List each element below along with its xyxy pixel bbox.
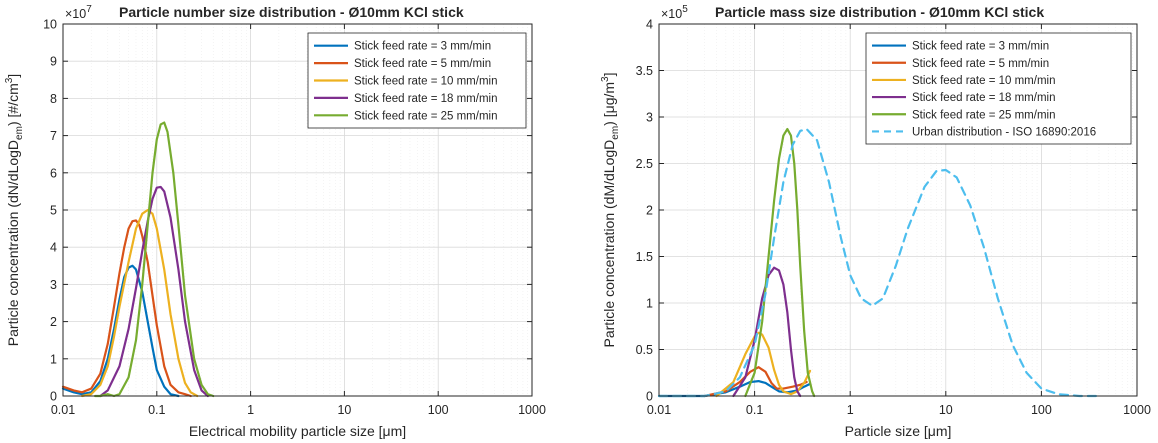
legend-box [865,32,1132,145]
legend-entry: Stick feed rate = 25 mm/min [912,109,1056,121]
y-tick-label: 4 [646,18,653,32]
y-tick-label: 3 [50,278,57,292]
x-tick-label: 1000 [1123,403,1151,417]
y-tick-label: 0 [50,390,57,404]
y-axis-label-main: Particle concentration (dM/dLogD [601,140,617,348]
y-axis-label-main: Particle concentration (dN/dLogD [5,140,21,346]
y-tick-label: 1.5 [636,250,653,264]
series-group [657,127,1101,398]
y-tick-label: 8 [50,92,57,106]
y-tick-label: 2 [50,315,57,329]
legend: Stick feed rate = 3 mm/min Stick feed rat… [307,32,527,129]
x-tick-label: 1 [247,403,254,417]
legend-entry: Stick feed rate = 5 mm/min [912,58,1049,70]
series-line-2 [703,366,808,398]
y-axis-label-superscript: 3 [4,77,15,83]
chart-title: Particle mass size distribution - Ø10mm … [715,4,1044,20]
series-line-3 [81,208,199,398]
legend-entry: Stick feed rate = 10 mm/min [912,75,1056,87]
legend-entry: Stick feed rate = 18 mm/min [912,92,1056,104]
y-exponent-base: ×10 [65,7,86,21]
y-tick-label: 1 [50,352,57,366]
x-tick-label: 0.01 [51,403,75,417]
x-axis-label: Electrical mobility particle size [μm] [189,423,406,439]
x-tick-label: 100 [428,403,449,417]
y-tick-label: 3.5 [636,64,653,78]
y-axis-label: Particle concentration (dM/dLogDem) [μg/… [600,73,621,348]
y-tick-label: 1 [646,297,653,311]
y-axis-label-end: ] [5,74,21,78]
y-tick-label: 0 [646,390,653,404]
y-axis-label-unit: ) [μg/m [601,82,617,126]
y-axis-label: Particle concentration (dN/dLogDem) [#/c… [4,74,25,346]
y-axis-label-subscript: em [610,126,621,140]
series-line-5 [94,121,215,398]
y-tick-label: 7 [50,129,57,143]
y-exponent-power: 7 [86,4,92,15]
legend-entry: Urban distribution - ISO 16890:2016 [912,126,1096,138]
x-tick-label: 0.1 [746,403,763,417]
y-axis-label-end: ] [601,73,617,77]
x-tick-label: 0.01 [647,403,671,417]
y-tick-label: 9 [50,55,57,69]
series-line-3 [715,331,812,398]
x-axis-label: Particle size [μm] [845,423,952,439]
series-group [61,121,215,398]
x-tick-label: 10 [939,403,953,417]
y-axis-label-superscript: 3 [600,76,611,82]
x-tick-label: 0.1 [148,403,165,417]
y-tick-label: 5 [50,204,57,218]
y-exponent-label: ×107 [65,4,92,21]
x-tick-label: 1 [847,403,854,417]
x-tick-label: 1000 [518,403,546,417]
y-tick-label: 4 [50,241,57,255]
legend-entry: Stick feed rate = 18 mm/min [354,93,498,105]
series-line-5 [744,127,816,398]
y-exponent-power: 5 [682,4,688,15]
x-tick-label: 10 [337,403,351,417]
y-tick-label: 2 [646,204,653,218]
y-tick-label: 10 [43,18,57,32]
legend-entry: Stick feed rate = 25 mm/min [354,110,498,122]
series-line-2 [61,219,192,398]
legend-entry: Stick feed rate = 10 mm/min [354,76,498,88]
legend-entry: Stick feed rate = 3 mm/min [912,41,1049,53]
y-axis-label-unit: ) [#/cm [5,83,21,126]
y-tick-label: 6 [50,166,57,180]
y-exponent-base: ×10 [661,7,682,21]
y-axis-label-subscript: em [14,126,25,140]
x-tick-label: 100 [1031,403,1052,417]
y-tick-label: 2.5 [636,157,653,171]
legend: Stick feed rate = 3 mm/min Stick feed rat… [865,32,1132,145]
chart-title: Particle number size distribution - Ø10m… [119,4,464,20]
y-tick-label: 0.5 [636,343,653,357]
y-tick-label: 3 [646,111,653,125]
y-exponent-label: ×105 [661,4,688,21]
series-line-4 [99,185,209,398]
legend-entry: Stick feed rate = 3 mm/min [354,41,491,53]
legend-entry: Stick feed rate = 5 mm/min [354,58,491,70]
series-line-1 [61,264,180,398]
mass-distribution-chart: 0.01 0.1 1 10 100 1000 0 0.5 1 1.5 2 2.5 3 3.5 4 ×105 Pa… [600,4,1151,439]
